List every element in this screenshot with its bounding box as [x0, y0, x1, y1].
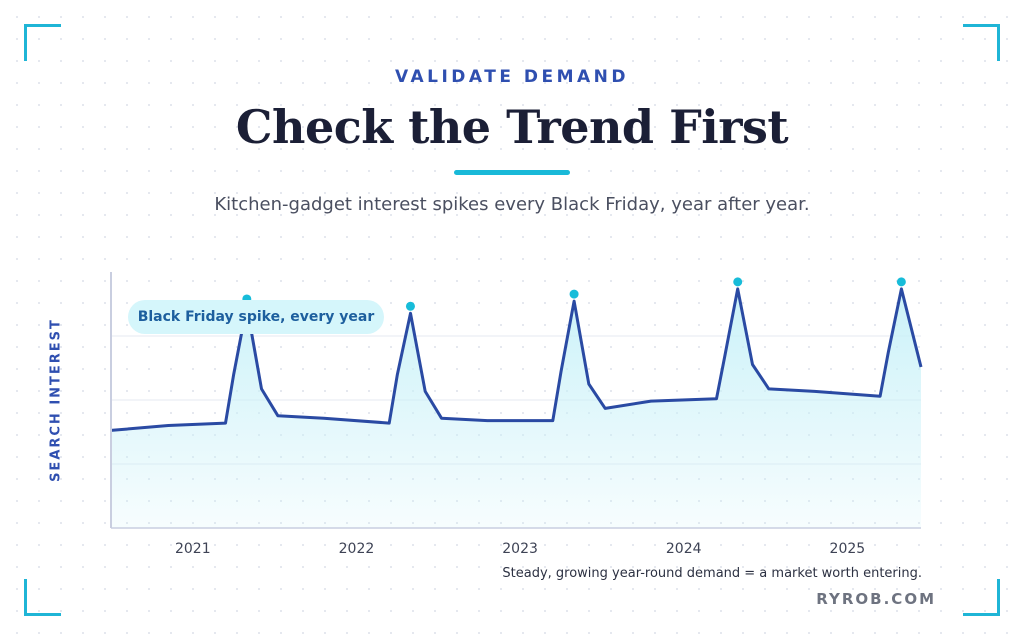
peak-marker [896, 277, 906, 287]
x-tick-label: 2022 [338, 541, 375, 557]
page-title: Check the Trend First [235, 100, 789, 154]
x-tick-label: 2023 [502, 541, 538, 557]
x-tick-label: 2024 [665, 541, 702, 557]
eyebrow-label: VALIDATE DEMAND [394, 67, 630, 87]
x-tick-label: 2025 [829, 541, 866, 557]
corner-bracket-bottom-right [963, 579, 1000, 616]
x-tick-label: 2021 [174, 541, 211, 557]
peak-marker [733, 277, 743, 287]
series-line [110, 287, 923, 432]
page-subtitle: Kitchen-gadget interest spikes every Bla… [214, 194, 810, 215]
annotation-callout: Black Friday spike, every year [128, 300, 384, 334]
corner-bracket-top-left [24, 24, 61, 61]
peak-marker [569, 289, 579, 299]
chart-caption: Steady, growing year-round demand = a ma… [502, 566, 922, 581]
series-area [111, 288, 921, 528]
title-underline [454, 170, 570, 175]
peak-marker [405, 301, 415, 311]
corner-bracket-top-right [963, 24, 1000, 61]
corner-bracket-bottom-left [24, 579, 61, 616]
y-axis-label: SEARCH INTEREST [48, 318, 64, 482]
brand-label: RYROB.COM [816, 590, 936, 608]
